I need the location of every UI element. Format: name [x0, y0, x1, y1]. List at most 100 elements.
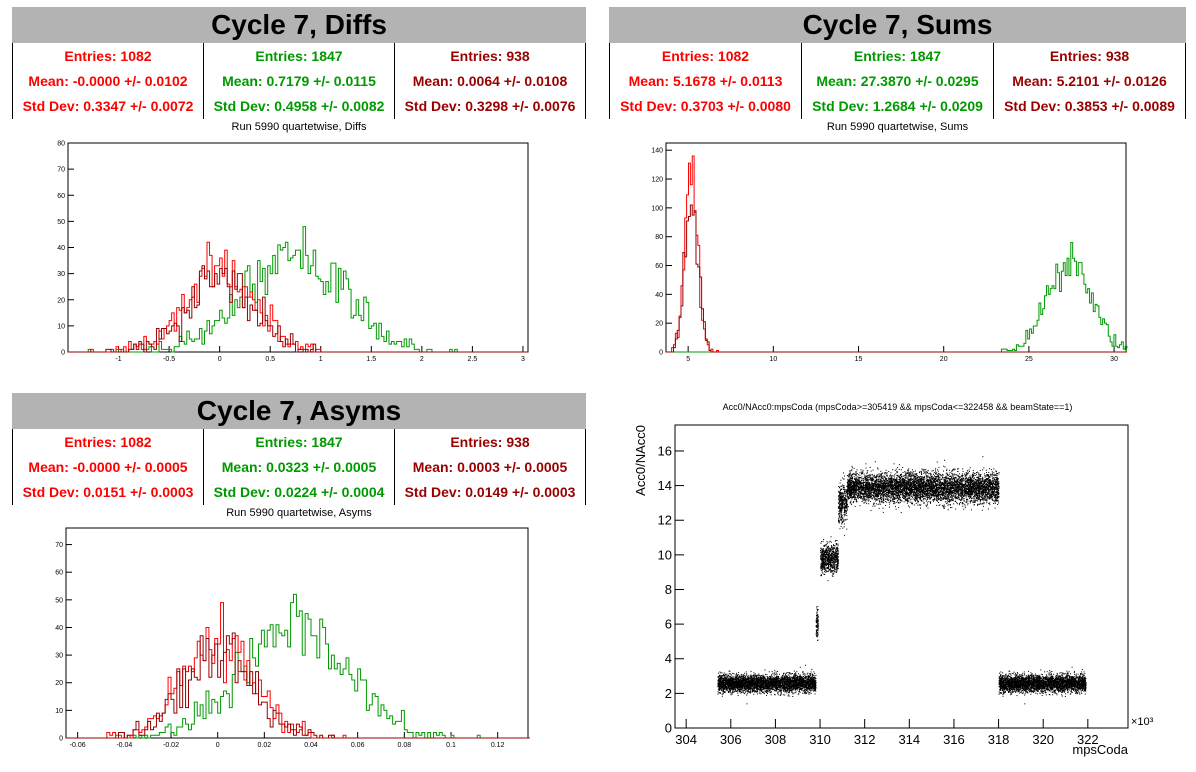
scatter-point	[720, 688, 722, 690]
scatter-point	[834, 552, 836, 554]
scatter-point	[759, 687, 761, 689]
scatter-point	[761, 678, 763, 680]
stat-std: Std Dev: 0.0149 +/- 0.0003	[404, 484, 576, 501]
scatter-point	[723, 675, 725, 677]
scatter-point	[823, 573, 825, 575]
scatter-point	[761, 687, 763, 689]
scatter-point	[824, 552, 826, 554]
scatter-point	[817, 609, 819, 611]
scatter-point	[802, 675, 804, 677]
scatter-point	[806, 680, 808, 682]
scatter-point	[841, 509, 843, 511]
scatter-point	[797, 685, 799, 687]
scatter-point	[788, 681, 790, 683]
scatter-point	[779, 688, 781, 690]
scatter-point	[737, 690, 739, 692]
scatter-point	[830, 560, 832, 562]
scatter-point	[763, 686, 765, 688]
scatter-point	[791, 686, 793, 688]
scatter-point	[720, 680, 722, 682]
scatter-point	[741, 685, 743, 687]
scatter-point	[728, 683, 730, 685]
scatter-point	[789, 683, 791, 685]
scatter-point	[744, 693, 746, 695]
scatter-point	[834, 560, 836, 562]
acc0-ytick-label: 6	[665, 617, 672, 632]
scatter-point	[821, 548, 823, 550]
scatter-point	[817, 614, 819, 616]
scatter-point	[741, 689, 743, 691]
scatter-point	[763, 679, 765, 681]
scatter-point	[832, 557, 834, 559]
scatter-point	[721, 693, 723, 695]
acc0-frame	[674, 424, 1129, 729]
scatter-point	[792, 689, 794, 691]
scatter-point	[781, 678, 783, 680]
scatter-point	[824, 558, 826, 560]
scatter-point	[782, 677, 784, 679]
asyms-xtick-label: -0.06	[70, 742, 86, 749]
scatter-point	[729, 686, 731, 688]
scatter-point	[760, 690, 762, 692]
scatter-point	[728, 688, 730, 690]
scatter-point	[807, 687, 809, 689]
scatter-point	[837, 558, 839, 560]
scatter-point	[810, 686, 812, 688]
scatter-point	[811, 674, 813, 676]
scatter-point	[752, 690, 754, 692]
scatter-point	[794, 681, 796, 683]
scatter-point	[822, 566, 824, 568]
scatter-point	[728, 686, 730, 688]
scatter-point	[822, 560, 824, 562]
scatter-point	[741, 685, 743, 687]
scatter-point	[744, 679, 746, 681]
scatter-point	[720, 679, 722, 681]
scatter-point	[817, 620, 819, 622]
scatter-point	[752, 683, 754, 685]
scatter-point	[812, 675, 814, 677]
scatter-point	[780, 677, 782, 679]
scatter-point	[809, 684, 811, 686]
scatter-point	[737, 674, 739, 676]
scatter-point	[758, 677, 760, 679]
scatter-point	[835, 567, 837, 569]
scatter-point	[820, 569, 822, 571]
scatter-point	[795, 687, 797, 689]
scatter-point	[805, 677, 807, 679]
scatter-point	[719, 689, 721, 691]
scatter-point	[745, 682, 747, 684]
scatter-point	[742, 684, 744, 686]
scatter-point	[811, 680, 813, 682]
scatter-point	[815, 633, 817, 635]
scatter-point	[788, 672, 790, 674]
scatter-point	[769, 684, 771, 686]
scatter-point	[750, 687, 752, 689]
scatter-point	[807, 676, 809, 678]
scatter-point	[757, 686, 759, 688]
scatter-point	[756, 681, 758, 683]
scatter-point	[725, 681, 727, 683]
scatter-point	[747, 680, 749, 682]
scatter-point	[737, 681, 739, 683]
scatter-point	[726, 679, 728, 681]
scatter-point	[812, 685, 814, 687]
scatter-point	[719, 684, 721, 686]
scatter-point	[805, 682, 807, 684]
scatter-point	[736, 674, 738, 676]
scatter-point	[811, 677, 813, 679]
scatter-point	[730, 687, 732, 689]
scatter-point	[718, 678, 720, 680]
scatter-point	[763, 692, 765, 694]
scatter-point	[730, 681, 732, 683]
scatter-point	[733, 673, 735, 675]
scatter-point	[798, 691, 800, 693]
scatter-point	[830, 555, 832, 557]
scatter-point	[805, 680, 807, 682]
scatter-point	[731, 677, 733, 679]
scatter-point	[728, 681, 730, 683]
scatter-point	[814, 693, 816, 695]
scatter-point	[735, 677, 737, 679]
scatter-point	[814, 680, 816, 682]
scatter-point	[767, 680, 769, 682]
scatter-point	[795, 675, 797, 677]
